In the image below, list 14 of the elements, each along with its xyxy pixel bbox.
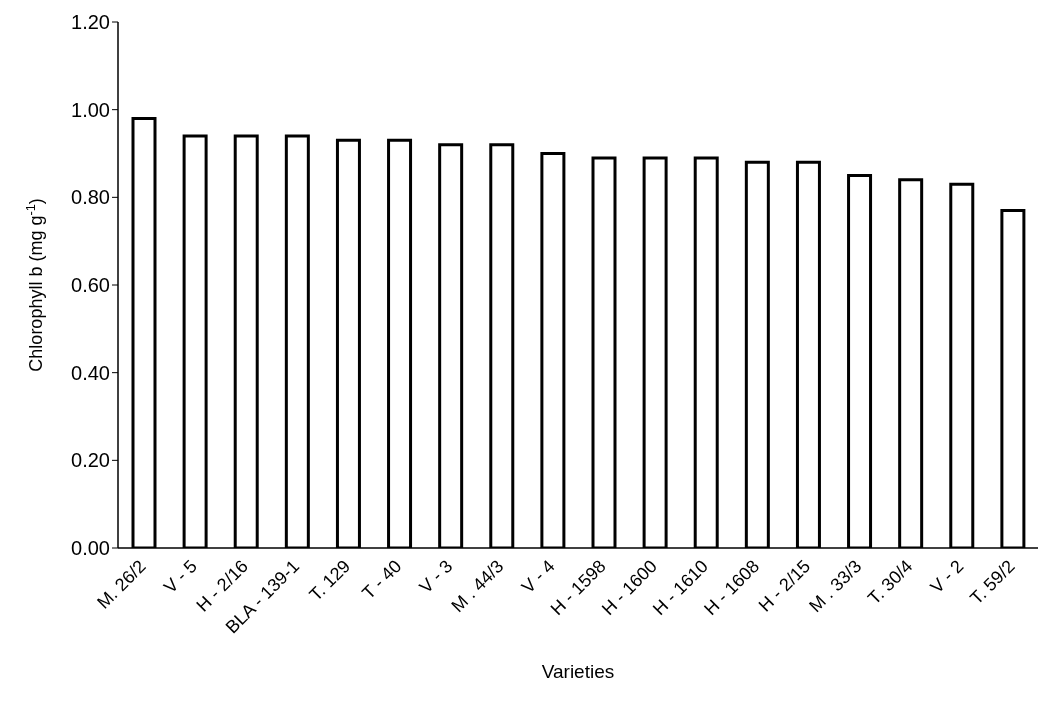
x-tick-label: V - 5 [159,556,201,598]
x-tick-label: V - 3 [415,556,457,598]
y-tick-label: 0.20 [71,449,110,472]
x-tick-label: T - 40 [358,556,406,604]
y-tick-label: 0.80 [71,186,110,209]
y-tick-label: 0.40 [71,361,110,384]
x-tick-label: T. 129 [305,556,355,605]
y-tick-label: 0.60 [71,274,110,297]
y-tick-label: 1.20 [71,11,110,34]
y-tick-label: 1.00 [71,98,110,121]
y-tick-label: 0.00 [71,537,110,560]
x-tick-label: V - 2 [926,556,968,598]
x-axis-title: Varieties [541,661,615,682]
x-tick-label: V - 4 [517,556,559,598]
